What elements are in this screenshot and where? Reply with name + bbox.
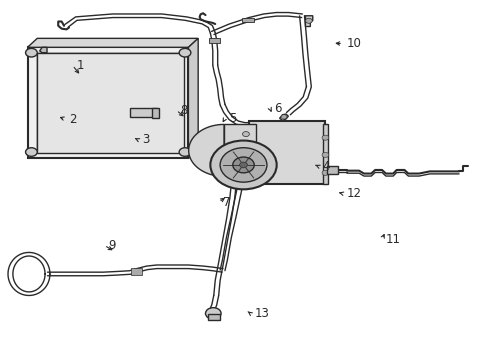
Text: 11: 11 xyxy=(385,233,400,246)
Polygon shape xyxy=(188,125,224,176)
Text: 9: 9 xyxy=(108,239,115,252)
Text: 8: 8 xyxy=(180,104,187,117)
Bar xyxy=(327,166,337,174)
Polygon shape xyxy=(279,114,288,121)
Polygon shape xyxy=(322,125,328,184)
Circle shape xyxy=(25,48,37,57)
Circle shape xyxy=(322,135,328,140)
Circle shape xyxy=(25,148,37,156)
Circle shape xyxy=(220,148,266,182)
Circle shape xyxy=(205,308,221,319)
Circle shape xyxy=(210,140,276,189)
Bar xyxy=(131,268,142,275)
Circle shape xyxy=(281,115,286,119)
Circle shape xyxy=(242,165,249,170)
Bar xyxy=(130,108,157,117)
Bar xyxy=(224,125,255,176)
Text: 4: 4 xyxy=(322,160,329,173)
Circle shape xyxy=(242,132,249,136)
Circle shape xyxy=(305,18,312,23)
Circle shape xyxy=(242,148,249,153)
Circle shape xyxy=(239,162,247,168)
Bar xyxy=(249,121,325,184)
Text: 7: 7 xyxy=(222,196,229,209)
Text: 3: 3 xyxy=(142,133,149,146)
Text: 13: 13 xyxy=(254,307,268,320)
Text: 10: 10 xyxy=(346,37,361,50)
Polygon shape xyxy=(188,39,198,158)
Circle shape xyxy=(322,170,328,175)
Bar xyxy=(209,39,220,42)
Text: 6: 6 xyxy=(273,102,281,115)
Circle shape xyxy=(322,152,328,157)
Polygon shape xyxy=(27,39,198,47)
Bar xyxy=(207,315,219,320)
Polygon shape xyxy=(40,47,47,53)
Text: 12: 12 xyxy=(346,187,361,200)
Text: 5: 5 xyxy=(228,112,236,125)
Bar xyxy=(37,53,183,153)
Text: 1: 1 xyxy=(76,59,83,72)
Text: 2: 2 xyxy=(69,113,76,126)
Circle shape xyxy=(179,148,190,156)
Bar xyxy=(242,18,254,22)
Circle shape xyxy=(232,157,254,173)
Circle shape xyxy=(179,48,190,57)
Polygon shape xyxy=(27,47,188,158)
Bar xyxy=(152,108,159,118)
Polygon shape xyxy=(305,16,312,27)
